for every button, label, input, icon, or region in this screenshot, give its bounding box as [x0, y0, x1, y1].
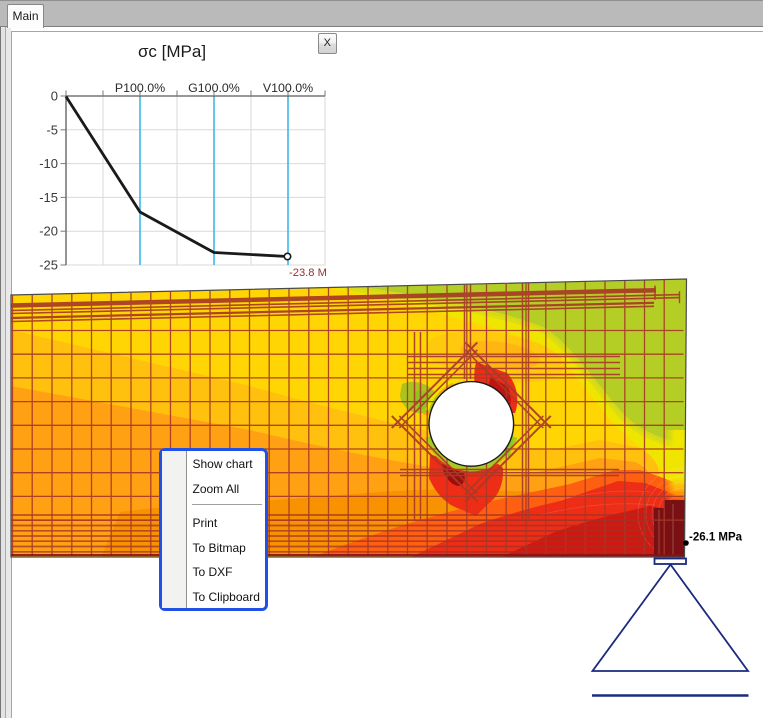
svg-text:-10: -10	[39, 156, 58, 171]
svg-text:σc [MPa]: σc [MPa]	[138, 42, 206, 61]
svg-text:-15: -15	[39, 190, 58, 205]
svg-text:P100.0%: P100.0%	[115, 81, 165, 95]
svg-text:-26.1 MPa: -26.1 MPa	[689, 532, 743, 544]
svg-text:0: 0	[51, 89, 58, 104]
svg-text:-20: -20	[39, 224, 58, 239]
svg-text:V100.0%: V100.0%	[263, 81, 313, 95]
svg-text:G100.0%: G100.0%	[188, 81, 240, 95]
svg-text:-23.8 M: -23.8 M	[289, 267, 327, 279]
svg-text:-5: -5	[46, 122, 58, 137]
svg-text:-25: -25	[39, 258, 58, 273]
